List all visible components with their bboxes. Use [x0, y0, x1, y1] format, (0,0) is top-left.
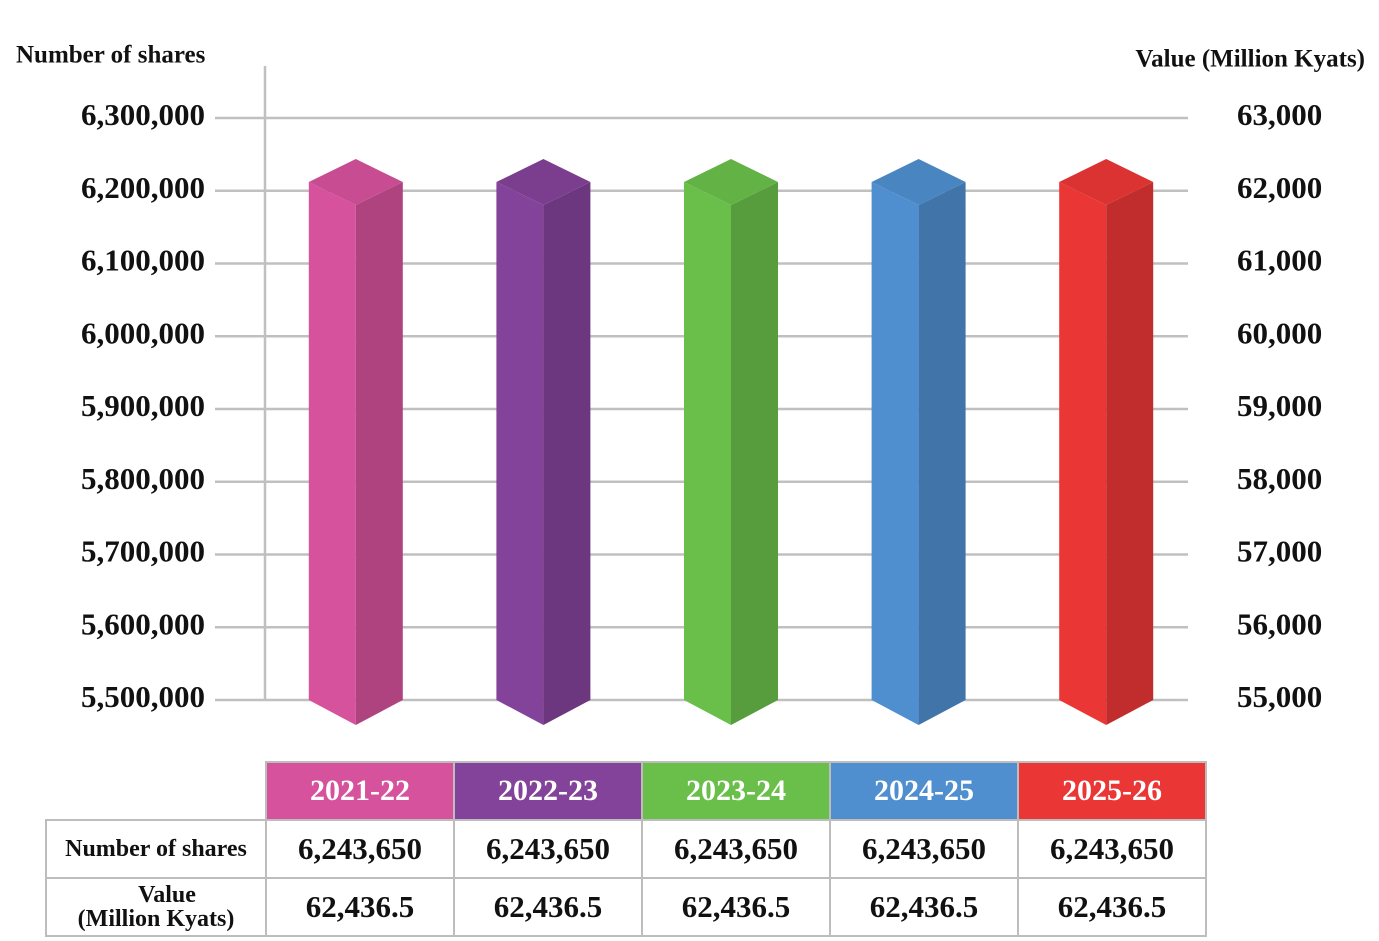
bar-top [308, 158, 403, 205]
bar [496, 158, 591, 725]
table-header: 2021-22 [265, 761, 455, 821]
bar [308, 158, 403, 725]
bar [684, 158, 778, 725]
bar-side [918, 181, 966, 725]
bar-side [543, 181, 591, 725]
y-tick-label: 5,600,000 [81, 606, 205, 641]
y-tick-label: 6,200,000 [81, 170, 205, 205]
bar-front [684, 181, 731, 725]
bar-front [871, 181, 919, 725]
chart: Number of shares Value (Million Kyats) 5… [16, 42, 1365, 725]
y-tick-label: 5,500,000 [81, 679, 205, 714]
table-cell: 62,436.5 [829, 877, 1019, 937]
table-cell: 62,436.5 [1017, 877, 1207, 937]
y-tick-label: 5,900,000 [81, 388, 205, 423]
y-axis-title: Number of shares [16, 42, 206, 69]
y2-tick-label: 61,000 [1237, 243, 1322, 278]
table-header: 2025-26 [1017, 761, 1207, 821]
data-table: 2021-22 2022-23 2023-24 2024-25 2025-26 … [45, 761, 1207, 937]
y-tick-label: 6,100,000 [81, 243, 205, 278]
table-header: 2024-25 [829, 761, 1019, 821]
bar-top [871, 158, 966, 205]
bar-side [731, 181, 778, 725]
y2-tick-label: 63,000 [1237, 97, 1322, 132]
table-corner [46, 762, 266, 821]
y2-tick-label: 57,000 [1237, 534, 1322, 569]
y2-axis-title: Value (Million Kyats) [1135, 46, 1365, 73]
bar-front [308, 181, 356, 725]
y2-tick-label: 62,000 [1237, 170, 1322, 205]
row-label-cell: Value (Million Kyats) [45, 877, 267, 937]
table-cell: 6,243,650 [265, 819, 455, 879]
table-cell: 62,436.5 [641, 877, 831, 937]
table-cell: 62,436.5 [265, 877, 455, 937]
table-cell: 6,243,650 [1017, 819, 1207, 879]
bar-front [1059, 181, 1107, 725]
y-tick-label: 6,000,000 [81, 315, 205, 350]
bar-top [684, 158, 778, 205]
table-cell: 6,243,650 [641, 819, 831, 879]
y2-tick-label: 58,000 [1237, 461, 1322, 496]
table-cell: 62,436.5 [453, 877, 643, 937]
y2-tick-label: 60,000 [1237, 315, 1322, 350]
bar-side [1106, 181, 1154, 725]
bar-side [355, 181, 403, 725]
row-label: Number of shares [45, 819, 267, 879]
y2-tick-label: 55,000 [1237, 679, 1322, 714]
y-tick-label: 6,300,000 [81, 97, 205, 132]
y-tick-label: 5,800,000 [81, 461, 205, 496]
table-cell: 6,243,650 [453, 819, 643, 879]
bar-top [496, 158, 591, 205]
y2-tick-label: 56,000 [1237, 606, 1322, 641]
y2-tick-label: 59,000 [1237, 388, 1322, 423]
bar [871, 158, 966, 725]
table-cell: 6,243,650 [829, 819, 1019, 879]
row-label: Value (Million Kyats) [77, 882, 235, 932]
table-header: 2022-23 [453, 761, 643, 821]
table-header: 2023-24 [641, 761, 831, 821]
bar-top [1059, 158, 1154, 205]
bar-front [496, 181, 544, 725]
y-tick-label: 5,700,000 [81, 534, 205, 569]
bar [1059, 158, 1154, 725]
